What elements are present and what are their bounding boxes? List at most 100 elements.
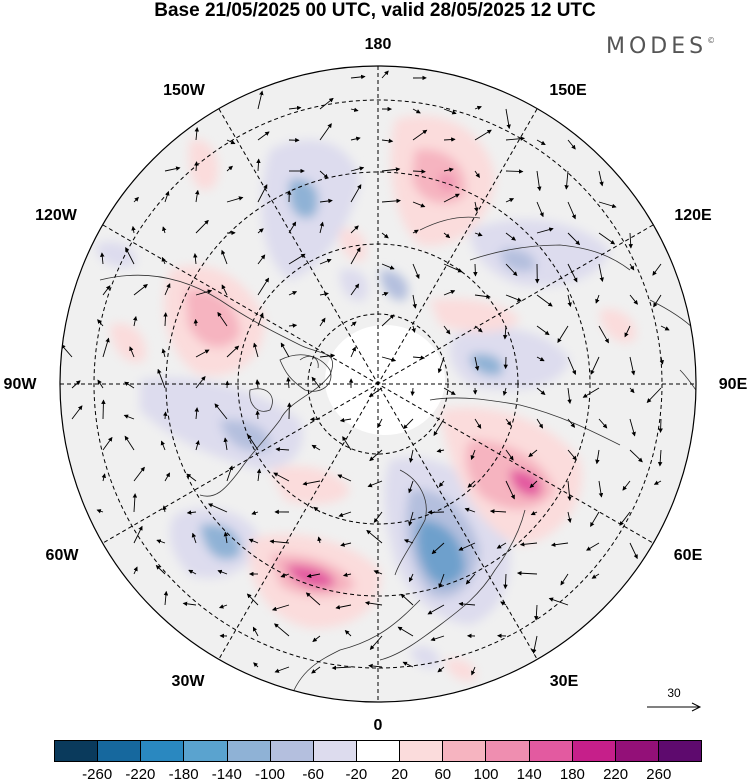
wind-vector-arrow	[532, 635, 538, 654]
wind-vector-arrow	[564, 170, 569, 190]
wind-vector-arrow	[164, 166, 181, 172]
wind-vector-arrow	[410, 387, 415, 397]
wind-vector-arrow	[598, 232, 616, 245]
wind-vector-arrow	[313, 506, 321, 513]
wind-vector-arrow	[412, 201, 426, 208]
wind-vector-arrow	[567, 263, 578, 283]
wind-vector-arrow	[335, 604, 352, 610]
wind-vector-arrow	[164, 190, 170, 203]
wind-vector-arrow	[598, 263, 604, 283]
colorbar-tick-label: -220	[125, 766, 156, 783]
wind-vector-arrow	[567, 294, 572, 308]
wind-vector-arrow	[226, 165, 233, 172]
wind-vector-arrow	[567, 356, 577, 375]
wind-vector-arrow	[305, 592, 321, 606]
colorbar-tick-label: -100	[254, 766, 286, 783]
wind-vector-arrow	[629, 542, 638, 560]
wind-vector-arrow	[536, 170, 542, 192]
wind-vector-arrow	[505, 169, 524, 174]
wind-vector-arrow	[195, 219, 209, 234]
wind-vector-arrow	[132, 493, 138, 513]
wind-vector-arrow	[629, 449, 643, 463]
wind-vector-arrow	[443, 263, 463, 273]
colorbar-tick-label: 20	[391, 766, 408, 783]
wind-vector-arrow	[591, 573, 600, 579]
wind-vector-arrow	[381, 314, 395, 327]
wind-vector-arrow	[652, 263, 662, 276]
wind-vector-arrow	[536, 325, 550, 336]
wind-vector-arrow	[367, 480, 383, 488]
colorbar-tick-label: 60	[434, 766, 452, 783]
colorbar	[54, 740, 702, 762]
brand-copyright-mark: ©	[707, 36, 716, 45]
wind-vector-arrow	[590, 356, 600, 375]
colorbar-bin	[486, 741, 530, 761]
wind-vector-arrow	[319, 221, 324, 234]
colorbar-tick-label: 100	[473, 766, 499, 783]
wind-vector-arrow	[567, 232, 581, 246]
wind-vector-arrow	[519, 542, 538, 547]
colorbar-bin	[313, 741, 357, 761]
wind-vector-arrow	[257, 228, 264, 234]
wind-vector-arrow	[124, 381, 135, 389]
wind-vector-arrow	[471, 666, 476, 676]
wind-vector-arrow	[412, 263, 420, 279]
wind-vector-arrow	[223, 531, 229, 544]
wind-vector-arrow	[408, 511, 414, 527]
wind-vector-arrow	[280, 342, 290, 358]
wind-vector-arrow	[628, 232, 633, 249]
wind-vector-arrow	[598, 418, 608, 429]
wind-vector-arrow	[412, 229, 419, 234]
wind-vector-arrow	[195, 349, 210, 358]
wind-vector-arrow	[503, 573, 508, 590]
wind-vector-arrow	[438, 480, 445, 488]
wind-vector-arrow	[129, 346, 135, 358]
anomaly-shading	[95, 115, 636, 681]
wind-vector-arrow	[350, 74, 366, 80]
wind-vector-arrow	[344, 629, 352, 637]
wind-vector-arrow	[458, 542, 476, 551]
wind-vector-arrow	[516, 570, 538, 576]
wind-vector-arrow	[381, 138, 394, 144]
wind-vector-arrow	[319, 291, 329, 297]
wind-vector-arrow	[443, 167, 454, 173]
wind-vector-arrow	[567, 511, 572, 524]
colorbar-bin	[184, 741, 228, 761]
wind-vector-arrow	[582, 387, 600, 398]
wind-vector-arrow	[443, 290, 456, 296]
wind-vector-arrow	[536, 418, 543, 429]
map-title: Base 21/05/2025 00 UTC, valid 28/05/2025…	[154, 0, 596, 21]
wind-vector-arrow	[381, 292, 389, 297]
wind-vector-arrow	[443, 387, 456, 395]
wind-vector-arrow	[653, 480, 662, 485]
wind-vector-arrow	[629, 263, 635, 271]
wind-vector-arrow	[271, 604, 290, 611]
map-disk	[60, 66, 696, 702]
wind-vector-arrow	[368, 663, 383, 669]
wind-vector-arrow	[97, 379, 104, 389]
wind-vector-arrow	[156, 539, 166, 544]
wind-vector-arrow	[381, 232, 389, 239]
colorbar-tick-label: -20	[345, 766, 368, 783]
wind-vector-arrow	[624, 325, 631, 338]
wind-vector-arrow	[331, 665, 352, 671]
lon-label-150e: 150E	[549, 82, 587, 99]
wind-vector-arrow	[273, 472, 290, 482]
wind-vector-arrow	[443, 325, 451, 335]
wind-vector-arrow	[550, 542, 569, 547]
wind-vector-arrow	[505, 232, 516, 241]
wind-vector-arrow	[350, 136, 361, 141]
wind-vector-arrow	[622, 480, 631, 491]
wind-vector-arrow	[317, 536, 322, 544]
wind-vector-arrow	[560, 573, 569, 586]
wind-vector-arrow	[474, 356, 480, 371]
wind-vector-arrow	[474, 105, 482, 111]
colorbar-tick-label: 140	[516, 766, 542, 783]
wind-vector-arrow	[133, 466, 145, 482]
wind-vector-arrow	[368, 387, 383, 398]
wind-vector-arrow	[221, 249, 228, 265]
wind-vector-arrow	[319, 353, 336, 358]
wind-vector-arrow	[60, 344, 73, 358]
wind-vector-arrow	[71, 405, 83, 420]
wind-vector-arrow	[567, 449, 577, 461]
